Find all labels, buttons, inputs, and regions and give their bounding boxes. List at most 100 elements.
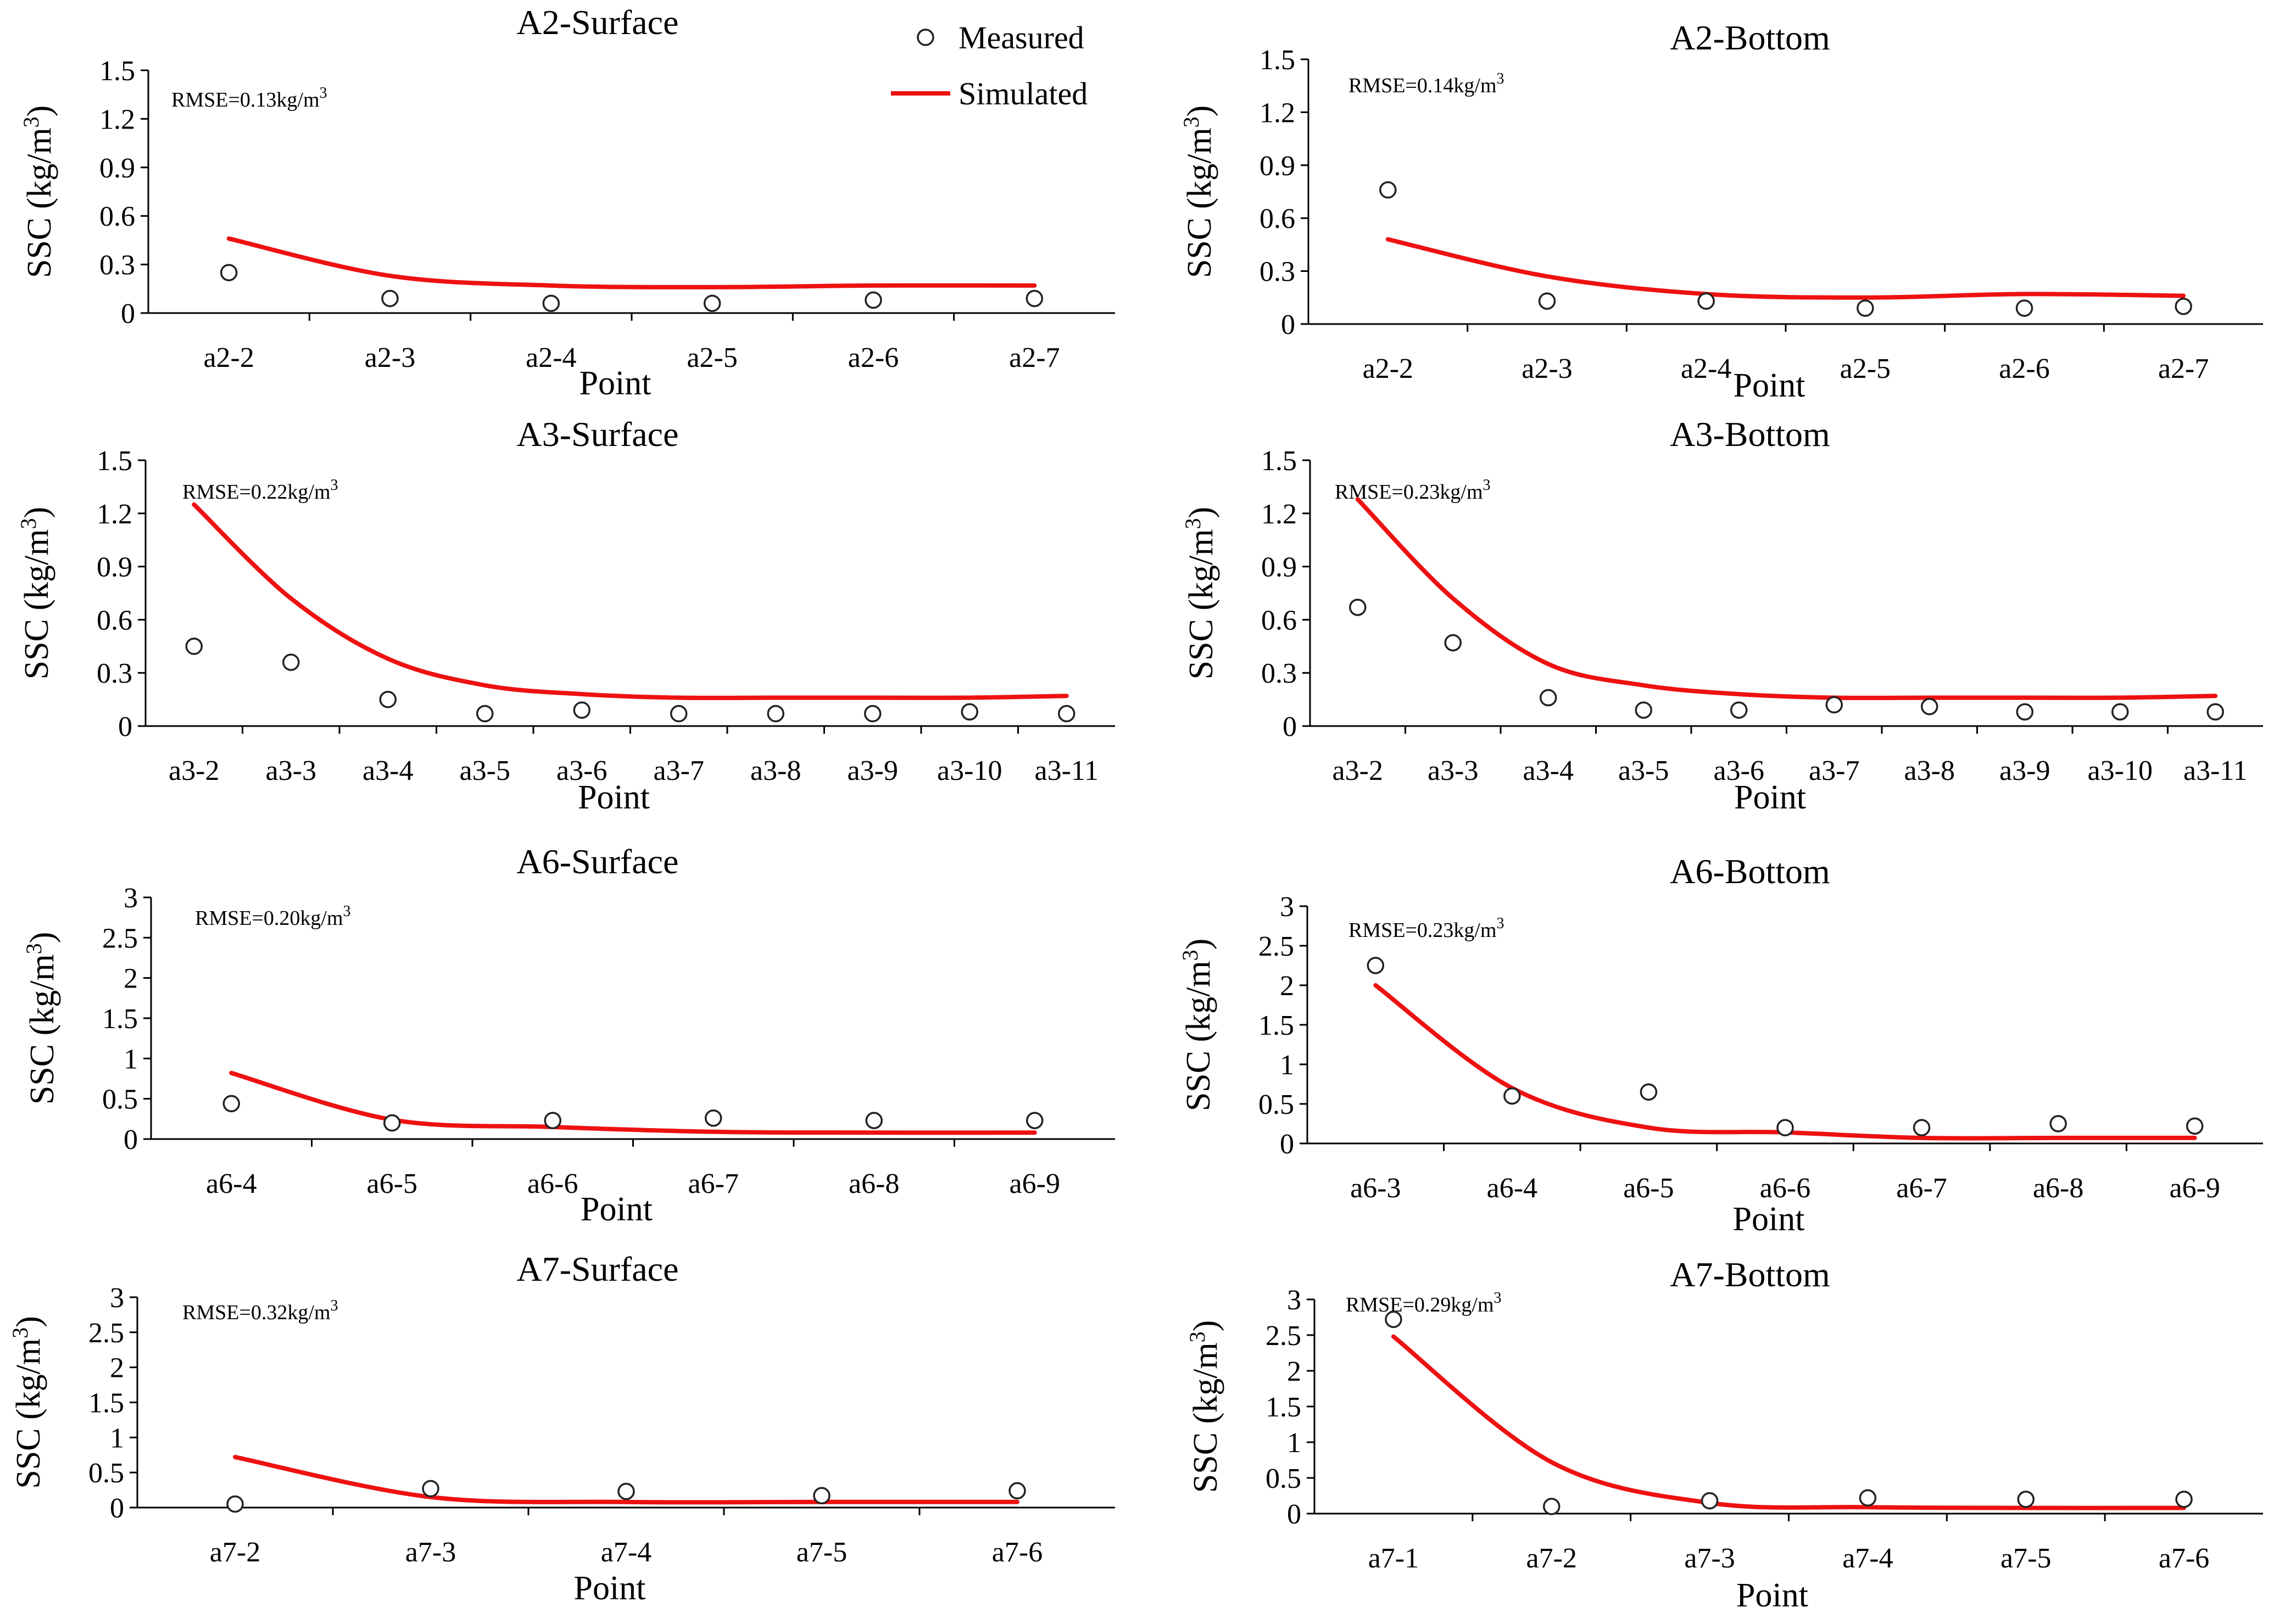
x-tick-label: a7-6 <box>2159 1543 2209 1574</box>
x-tick-label: a7-3 <box>405 1537 456 1568</box>
y-tick-label: 2.5 <box>102 923 138 954</box>
measured-point <box>2049 1115 2067 1132</box>
legend: Measured Simulated <box>891 20 1088 111</box>
chart-title: A6-Surface <box>517 842 679 881</box>
y-axis-label-text: SSC (kg/m <box>1183 529 1220 679</box>
rmse-text: RMSE=0.14kg/m <box>1348 74 1497 97</box>
y-tick-label: 0.5 <box>1258 1089 1294 1120</box>
rmse-text: RMSE=0.22kg/m <box>182 481 331 504</box>
y-tick-label: 0.3 <box>97 658 132 689</box>
y-axis-label-text: SSC (kg/m <box>21 127 58 278</box>
x-tick-label: a2-4 <box>1681 353 1731 384</box>
x-tick-label: a2-3 <box>365 342 415 373</box>
y-tick-label: 2 <box>1287 1356 1301 1387</box>
chart-panel-a2-surface: A2-SurfaceRMSE=0.13kg/m300.30.60.91.21.5… <box>19 3 1115 402</box>
y-tick-label: 2 <box>110 1353 124 1384</box>
x-tick-label: a7-4 <box>1842 1543 1893 1574</box>
x-tick-label: a2-2 <box>1363 353 1413 384</box>
y-tick-label: 0.3 <box>99 250 135 281</box>
measured-point <box>1697 292 1715 310</box>
y-axis-label-text: SSC (kg/m <box>1181 127 1218 278</box>
measured-point <box>865 1112 883 1130</box>
y-tick-label: 2.5 <box>1266 1320 1301 1352</box>
y-axis-label-superscript: 3 <box>19 116 43 127</box>
y-tick-label: 3 <box>1287 1285 1301 1316</box>
rmse-superscript: 3 <box>1494 1290 1502 1307</box>
y-axis-label-close: ) <box>1187 1320 1224 1332</box>
y-axis-label: SSC (kg/m3) <box>1180 507 1220 680</box>
measured-point <box>1701 1492 1719 1510</box>
chart-title: A3-Surface <box>517 415 679 454</box>
x-tick-label: a7-1 <box>1368 1543 1419 1574</box>
measured-point <box>1026 289 1044 308</box>
rmse-text: RMSE=0.29kg/m <box>1346 1293 1494 1316</box>
y-axis-label-superscript: 3 <box>1179 116 1203 127</box>
x-tick-label: a6-3 <box>1350 1173 1401 1204</box>
simulated-line <box>1385 237 2186 300</box>
x-tick-label: a6-8 <box>2033 1173 2083 1204</box>
y-tick-label: 0.9 <box>1259 150 1295 182</box>
x-axis-label: Point <box>1734 779 1806 816</box>
x-tick-label: a6-4 <box>1487 1173 1537 1204</box>
y-axis-label-superscript: 3 <box>1185 1331 1210 1342</box>
y-tick-label: 1 <box>1280 1050 1294 1081</box>
measured-point <box>476 705 494 723</box>
y-tick-label: 0 <box>1287 1499 1301 1530</box>
measured-point <box>1008 1482 1026 1500</box>
y-tick-label: 0.5 <box>88 1458 124 1489</box>
x-tick-label: a3-4 <box>1523 755 1574 786</box>
x-tick-label: a3-10 <box>937 755 1002 786</box>
rmse-superscript: 3 <box>331 477 338 494</box>
rmse-annotation: RMSE=0.14kg/m3 <box>1348 70 1504 97</box>
rmse-superscript: 3 <box>1497 70 1504 87</box>
measured-point <box>379 690 397 708</box>
measured-point <box>813 1487 831 1505</box>
measured-point <box>383 1114 401 1132</box>
measured-point <box>1379 181 1397 199</box>
measured-point <box>705 1109 722 1127</box>
y-tick-label: 1.2 <box>97 499 132 530</box>
y-tick-label: 0 <box>118 711 132 743</box>
measured-point <box>573 701 590 719</box>
y-axis-label-superscript: 3 <box>21 943 46 954</box>
x-tick-label: a3-9 <box>1999 755 2050 786</box>
x-tick-label: a3-6 <box>1714 755 1764 786</box>
simulated-line <box>1373 983 2197 1141</box>
simulated-line <box>226 236 1037 289</box>
y-axis-label-close: ) <box>1180 939 1217 950</box>
rmse-annotation: RMSE=0.13kg/m3 <box>171 85 327 111</box>
y-tick-label: 0.3 <box>1261 658 1297 689</box>
chart-title: A2-Bottom <box>1670 18 1830 57</box>
y-tick-label: 0.3 <box>1259 256 1295 288</box>
y-tick-label: 0.6 <box>97 605 132 636</box>
x-tick-label: a6-7 <box>688 1168 739 1199</box>
measured-point <box>865 291 882 309</box>
rmse-text: RMSE=0.13kg/m <box>171 88 320 111</box>
y-axis-label-text: SSC (kg/m <box>1180 961 1217 1111</box>
measured-point <box>1349 599 1367 616</box>
x-axis-label: Point <box>1734 367 1805 404</box>
measured-point <box>381 289 399 308</box>
y-tick-label: 1.2 <box>1261 499 1297 530</box>
rmse-superscript: 3 <box>1497 915 1504 932</box>
measured-point <box>1640 1083 1658 1101</box>
measured-point <box>185 638 203 655</box>
measured-point <box>1444 634 1462 652</box>
y-tick-label: 0 <box>1280 1129 1294 1160</box>
measured-point <box>1367 957 1385 974</box>
y-tick-label: 2 <box>124 963 138 995</box>
y-tick-label: 0.5 <box>102 1084 138 1115</box>
measured-point <box>1026 1112 1044 1130</box>
rmse-superscript: 3 <box>1483 477 1491 494</box>
y-axis-label-superscript: 3 <box>16 518 41 529</box>
y-axis-label-text: SSC (kg/m <box>18 529 55 679</box>
y-tick-label: 1.2 <box>99 104 135 135</box>
x-tick-label: a3-2 <box>169 755 219 786</box>
x-tick-label: a2-4 <box>526 342 576 373</box>
measured-point <box>2017 1491 2035 1508</box>
x-tick-label: a3-3 <box>266 755 316 786</box>
measured-point <box>1540 689 1557 707</box>
rmse-superscript: 3 <box>320 85 327 102</box>
x-tick-label: a3-8 <box>1904 755 1955 786</box>
chart-title: A7-Surface <box>517 1249 679 1288</box>
